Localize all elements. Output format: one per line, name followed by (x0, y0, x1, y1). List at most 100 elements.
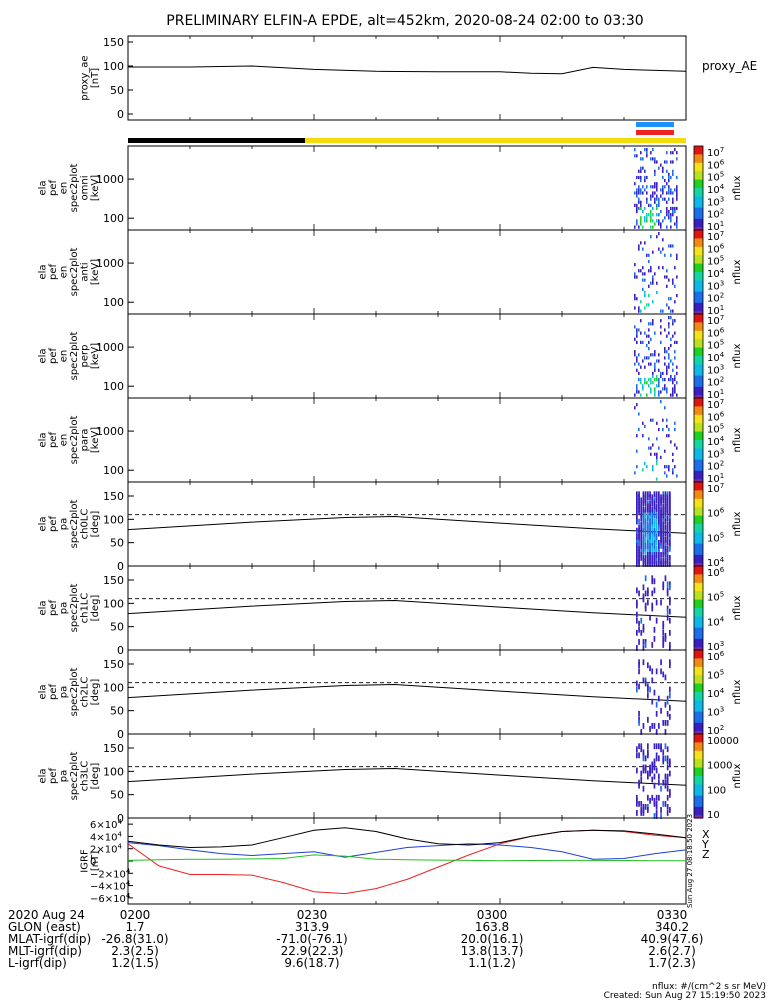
colorbar-cell (694, 571, 703, 574)
spectrogram-cell (636, 175, 638, 180)
colorbar-cell (694, 556, 703, 559)
spectrogram-cell (668, 356, 670, 360)
colorbar-cell (694, 529, 703, 532)
spectrogram-cell (664, 542, 667, 549)
spectrogram-cell (670, 213, 672, 217)
spectrogram-cell (666, 210, 668, 214)
spectrogram-cell (654, 272, 656, 276)
colorbar-tick-label: 106 (707, 410, 725, 423)
spectrogram-cell (670, 374, 672, 379)
spectrogram-cell (640, 542, 643, 549)
spectrogram-cell (655, 804, 658, 810)
colorbar-cell (694, 391, 703, 393)
spectrogram-cell (660, 743, 662, 750)
colorbar-cell (694, 550, 703, 553)
spectrogram-cell (666, 500, 669, 507)
colorbar-cell (694, 339, 703, 342)
spectrogram-cell (651, 677, 654, 684)
spectrogram-cell (647, 558, 649, 564)
spectrogram-cell (668, 188, 670, 192)
spectrogram-cell (636, 434, 638, 438)
spectrogram-cell (664, 515, 667, 522)
spectrogram-cell (638, 558, 640, 564)
colorbar-cell (694, 146, 703, 148)
spectrogram-cell (668, 213, 670, 217)
spectrogram-cell (644, 533, 647, 540)
colorbar-cell (694, 654, 703, 657)
colorbar-cell (694, 308, 703, 311)
y-tick-label: −2×104 (90, 867, 131, 880)
spectrogram-cell (634, 362, 636, 366)
spectrogram-cell (650, 390, 652, 394)
spectrogram-cell (669, 596, 671, 603)
colorbar-tick-label: 103 (707, 195, 724, 208)
colorbar-cell (694, 589, 703, 592)
spectrogram-cell (662, 427, 664, 432)
spectrogram-cell (669, 584, 671, 591)
colorbar-cell (694, 721, 703, 724)
colorbar-tick-label: 103 (707, 640, 724, 653)
y-axis-label-line: ch2LC (80, 677, 91, 708)
spectrogram-cell (652, 148, 654, 152)
spectrogram-cell (658, 500, 660, 507)
spectrogram-cell (653, 800, 656, 807)
colorbar-cell (694, 185, 703, 188)
spectrogram-cell (644, 518, 647, 525)
spectrogram-cell (666, 533, 669, 540)
y-axis-label-line: pef (48, 432, 59, 449)
colorbar-cell (694, 461, 703, 463)
spectrogram-cell (649, 503, 651, 510)
spectrogram-cell (656, 281, 658, 285)
spectrogram-cell (651, 515, 654, 522)
spectrogram-cell (636, 500, 638, 507)
spectrogram-cell (658, 542, 660, 549)
igrf-legend-label: Z (702, 848, 710, 861)
spectrogram-cell (664, 356, 666, 360)
spectrogram-cell (646, 343, 648, 348)
colorbar-label: nflux (732, 595, 743, 620)
shadow-bar (128, 138, 305, 143)
spectrogram-cell (676, 222, 678, 226)
spectrogram-cell (658, 695, 660, 702)
spectrogram-cell (650, 185, 652, 189)
spectrogram-cell (670, 151, 672, 155)
colorbar-tick-label: 103 (707, 447, 724, 460)
colorbar-cell (694, 715, 703, 718)
y-axis-label-line: pa (59, 602, 70, 614)
spectrogram-cell (636, 797, 638, 804)
spectrogram-cell (670, 337, 672, 341)
spectrogram-cell (666, 524, 669, 531)
spectrogram-cell (638, 269, 640, 273)
spectrogram-cell (666, 530, 669, 537)
spectrogram-cell (640, 536, 643, 543)
spectrogram-pa_ch2-frame (127, 649, 687, 735)
spectrogram-cell (676, 446, 678, 450)
colorbar-cell (694, 182, 703, 185)
y-axis-label-line: perp (80, 345, 91, 368)
spectrogram-cell (644, 491, 647, 498)
colorbar-cell (694, 235, 703, 238)
loss-cone-line (127, 683, 687, 702)
spectrogram-cell (666, 497, 669, 504)
spectrogram-cell (640, 497, 643, 504)
spectrogram-cell (640, 512, 643, 519)
spectrogram-cell (644, 642, 647, 648)
spectrogram-cell (656, 185, 658, 189)
y-axis-label-line: ela (38, 768, 49, 783)
spectrogram-cell (658, 497, 660, 504)
spectrogram-cell (651, 602, 654, 609)
colorbar-cell (694, 808, 703, 811)
spectrogram-cell (655, 552, 658, 558)
colorbar-cell (694, 707, 703, 710)
spectrogram-cell (662, 584, 665, 591)
colorbar-cell (694, 476, 703, 479)
y-axis-label-line: pef (48, 348, 59, 365)
colorbar-cell (694, 167, 703, 169)
spectrogram-cell (664, 328, 666, 332)
y-axis-label-line: pef (48, 684, 59, 701)
spectrogram-cell (669, 536, 671, 543)
spectrogram-cell (662, 378, 664, 382)
colorbar-cell (694, 788, 703, 791)
spectrogram-cell (670, 219, 672, 223)
spectrogram-cell (664, 362, 666, 366)
